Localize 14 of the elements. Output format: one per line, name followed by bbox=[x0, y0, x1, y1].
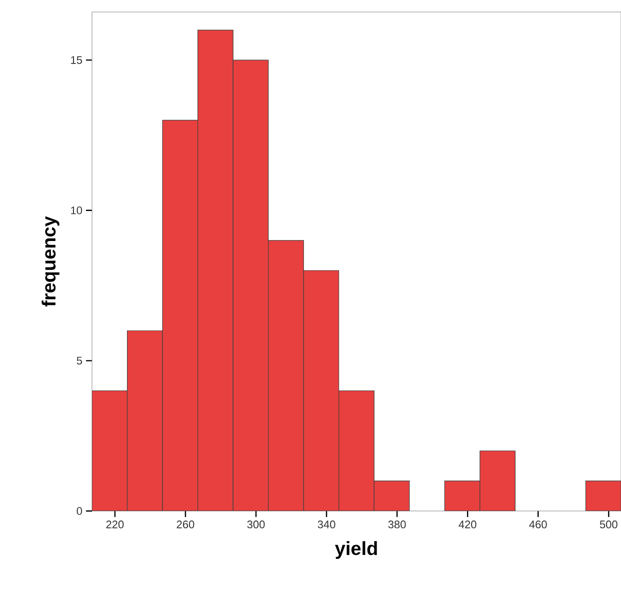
x-tick-label: 420 bbox=[458, 520, 476, 528]
y-tick-label: 5 bbox=[76, 356, 82, 365]
y-tick-label: 10 bbox=[71, 206, 82, 214]
x-tick-label: 220 bbox=[106, 520, 124, 528]
x-tick-label: 260 bbox=[176, 520, 194, 528]
x-tick-label: 380 bbox=[388, 520, 406, 528]
y-tick-label: 0 bbox=[76, 507, 82, 515]
x-tick-label: 500 bbox=[600, 520, 618, 528]
x-tick-label: 340 bbox=[318, 520, 336, 528]
y-tick-label: 15 bbox=[71, 56, 82, 64]
x-axis-title: yield bbox=[334, 541, 377, 559]
x-tick-label: 460 bbox=[529, 520, 547, 528]
y-axis-title: frequency bbox=[42, 216, 60, 307]
x-tick-label: 300 bbox=[247, 520, 265, 528]
